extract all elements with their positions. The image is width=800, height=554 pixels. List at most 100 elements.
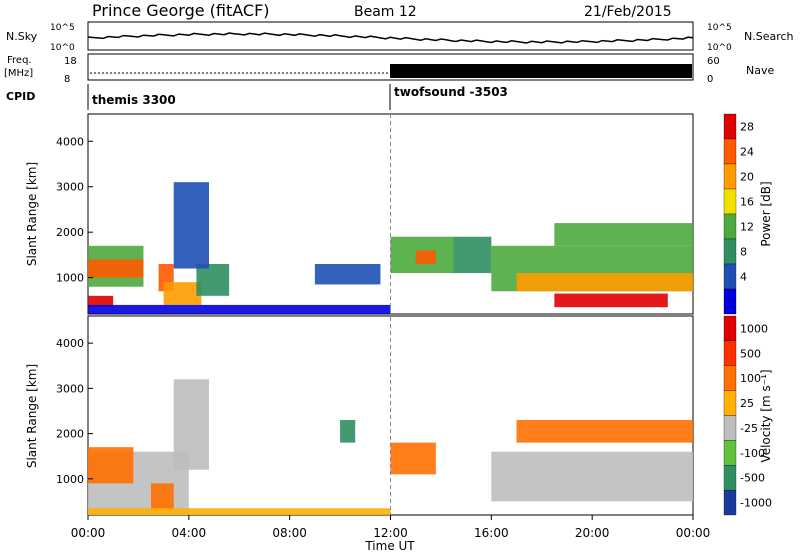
time-ticks: 00:00 04:00 08:00 12:00 16:00 20:00 00:00 xyxy=(71,114,711,540)
velocity-ylabel: Slant Range [km] xyxy=(25,364,39,468)
data-band-4 xyxy=(163,282,202,305)
colorbar-cell xyxy=(723,390,737,416)
nsky-label: N.Sky xyxy=(6,30,38,43)
time-tick-label: 00:00 xyxy=(71,526,106,540)
data-band-5 xyxy=(390,442,436,475)
nsearch-tick-bottom: 10^0 xyxy=(707,43,732,53)
colorbar-tick: 28 xyxy=(740,121,754,134)
data-band-1 xyxy=(88,447,134,484)
colorbar-tick: -100 xyxy=(740,447,765,460)
colorbar-tick: 12 xyxy=(740,221,754,234)
freq-strip xyxy=(87,53,694,81)
data-band-2 xyxy=(88,295,114,308)
data-band-5 xyxy=(196,264,230,296)
data-band-9 xyxy=(415,250,436,264)
colorbar-cell xyxy=(723,288,737,315)
data-band-8 xyxy=(88,508,391,515)
data-band-14 xyxy=(554,223,693,246)
power-ylabel: Slant Range [km] xyxy=(25,162,39,266)
ytick-label: 3000 xyxy=(56,382,84,395)
data-band-6 xyxy=(173,182,209,269)
colorbar-cell xyxy=(723,263,737,290)
colorbar-tick: 8 xyxy=(740,246,747,259)
velocity-panel: Slant Range [km] 4000 3000 2000 1000 1000 50… xyxy=(25,315,773,516)
ytick-label: 2000 xyxy=(56,428,84,441)
freq-label: Freq. xyxy=(7,55,32,66)
freq-tick-top: 18 xyxy=(64,56,77,67)
ytick-label: 3000 xyxy=(56,181,84,194)
time-tick-label: 20:00 xyxy=(575,526,610,540)
nsky-tick-top: 10^5 xyxy=(50,23,75,33)
colorbar-cell xyxy=(723,113,737,140)
data-band-12 xyxy=(516,273,693,292)
data-band-2 xyxy=(151,483,174,511)
ytick-label: 2000 xyxy=(56,226,84,239)
data-band-15 xyxy=(88,304,391,314)
data-band-4 xyxy=(340,420,356,443)
data-band-13 xyxy=(554,293,668,308)
colorbar-cell xyxy=(723,138,737,165)
date-label: 21/Feb/2015 xyxy=(584,4,672,20)
colorbar-tick: -1000 xyxy=(740,497,772,510)
time-tick-label: 04:00 xyxy=(172,526,207,540)
colorbar-tick: -25 xyxy=(740,422,758,435)
colorbar-tick: 1000 xyxy=(740,322,768,335)
power-data xyxy=(88,182,693,314)
velocity-yticks: 4000 3000 2000 1000 xyxy=(56,337,93,486)
cpid-mode-1: twofsound -3503 xyxy=(394,85,508,99)
velocity-colorbar-label: Velocity [m s⁻¹] xyxy=(759,369,773,462)
colorbar-tick: 100 xyxy=(740,372,761,385)
power-colorbar: 28 24 20 16 12 8 4 xyxy=(723,113,754,315)
freq-tick-bottom: 8 xyxy=(64,74,70,85)
time-tick-label: 00:00 xyxy=(676,526,711,540)
colorbar-cell xyxy=(723,489,737,516)
colorbar-tick: -500 xyxy=(740,472,765,485)
colorbar-tick: 4 xyxy=(740,271,747,284)
nsky-tick-bottom: 10^0 xyxy=(50,43,75,53)
data-band-1 xyxy=(88,259,144,278)
power-panel: Slant Range [km] 4000 3000 2000 1000 28 24 20… xyxy=(25,113,773,315)
cpid-label: CPID xyxy=(6,90,35,103)
nave-label: Nave xyxy=(746,64,774,77)
data-band-3 xyxy=(173,379,209,470)
colorbar-cell xyxy=(723,315,737,342)
time-axis-label: Time UT xyxy=(364,539,415,553)
colorbar-tick: 500 xyxy=(740,347,761,360)
colorbar-cell xyxy=(723,415,737,441)
freq-unit: [MHz] xyxy=(4,68,33,79)
data-band-7 xyxy=(516,420,693,443)
colorbar-cell xyxy=(723,365,737,391)
colorbar-cell xyxy=(723,340,737,366)
data-band-6 xyxy=(491,451,693,502)
power-yticks: 4000 3000 2000 1000 xyxy=(56,135,93,285)
colorbar-cell xyxy=(723,163,737,190)
colorbar-cell xyxy=(723,188,737,215)
nave-tick-top: 60 xyxy=(707,56,720,67)
nsearch-tick-top: 10^5 xyxy=(707,23,732,33)
ytick-label: 1000 xyxy=(56,473,84,486)
colorbar-cell xyxy=(723,238,737,265)
cpid-mode-0: themis 3300 xyxy=(92,93,176,107)
colorbar-cell xyxy=(723,213,737,240)
colorbar-tick: 16 xyxy=(740,196,754,209)
time-tick-label: 12:00 xyxy=(373,526,408,540)
data-band-7 xyxy=(314,264,381,285)
nave-tick-bottom: 0 xyxy=(707,74,713,85)
colorbar-tick: 24 xyxy=(740,146,754,159)
power-colorbar-label: Power [dB] xyxy=(759,181,773,246)
time-tick-label: 16:00 xyxy=(474,526,509,540)
time-tick-label: 08:00 xyxy=(272,526,307,540)
nsky-series xyxy=(87,32,694,44)
colorbar-tick: 20 xyxy=(740,171,754,184)
velocity-data xyxy=(88,379,693,515)
ytick-label: 4000 xyxy=(56,135,84,148)
nsearch-label: N.Search xyxy=(744,30,794,43)
colorbar-tick: 25 xyxy=(740,397,754,410)
station-title: Prince George (fitACF) xyxy=(92,1,270,20)
ytick-label: 4000 xyxy=(56,337,84,350)
colorbar-cell xyxy=(723,465,737,491)
nsky-strip xyxy=(87,21,694,51)
velocity-colorbar: 1000 500 100 25 -25 -100 -500 -1000 xyxy=(723,315,772,516)
ytick-label: 1000 xyxy=(56,272,84,285)
